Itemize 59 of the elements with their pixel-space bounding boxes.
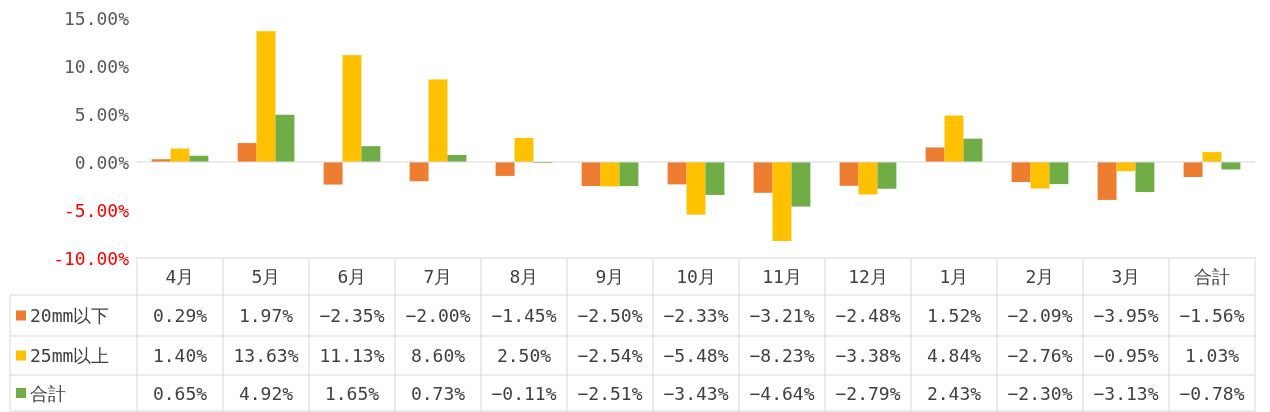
data-label: 0.29%	[152, 305, 208, 326]
data-label: 1.65%	[324, 382, 380, 404]
data-label: −2.76%	[1007, 345, 1073, 366]
data-label: −2.33%	[663, 305, 729, 326]
data-label: 1.52%	[926, 305, 982, 326]
data-label: −3.38%	[835, 345, 901, 366]
data-label: −2.51%	[577, 382, 643, 404]
data-label: −0.11%	[491, 382, 557, 404]
x-tick-label: 1月	[939, 266, 969, 287]
x-tick-label: 2月	[1025, 266, 1055, 287]
data-label: 4.92%	[238, 382, 294, 404]
x-tick-label: 5月	[251, 266, 281, 287]
data-label: 0.65%	[152, 382, 208, 404]
data-label: 11.13%	[319, 345, 385, 366]
y-tick-label: 0.00%	[74, 151, 130, 173]
y-tick-label: 15.00%	[63, 7, 130, 29]
data-label: −3.13%	[1093, 382, 1159, 404]
x-tick-label: 4月	[165, 266, 195, 287]
data-label: −0.95%	[1093, 345, 1159, 366]
data-label: −4.64%	[749, 382, 815, 404]
data-label: −2.54%	[577, 345, 643, 366]
x-tick-label: 合計	[1194, 266, 1230, 287]
data-label: 1.40%	[152, 345, 208, 366]
data-label: −2.50%	[577, 305, 643, 326]
data-label: −3.21%	[749, 305, 815, 326]
x-tick-label: 9月	[595, 266, 625, 287]
data-label: −2.48%	[835, 305, 901, 326]
data-label: −2.35%	[319, 305, 385, 326]
x-tick-label: 10月	[676, 266, 716, 287]
data-label: −2.79%	[835, 382, 901, 404]
x-tick-label: 6月	[337, 266, 367, 287]
y-tick-label: -10.00%	[53, 247, 130, 269]
data-label: 1.97%	[238, 305, 294, 326]
y-tick-label: 5.00%	[74, 103, 130, 125]
data-label: −0.78%	[1179, 382, 1245, 404]
x-tick-label: 7月	[423, 266, 453, 287]
data-label: −3.43%	[663, 382, 729, 404]
data-label: −8.23%	[749, 345, 815, 366]
data-label: −1.45%	[491, 305, 557, 326]
data-label: 2.50%	[496, 345, 552, 366]
data-label: 0.73%	[410, 382, 466, 404]
y-tick-label: 10.00%	[63, 55, 130, 77]
data-label: 4.84%	[926, 345, 982, 366]
x-tick-label: 11月	[762, 266, 802, 287]
data-label: 1.03%	[1184, 345, 1240, 366]
x-tick-label: 12月	[848, 266, 888, 287]
data-label: −3.95%	[1093, 305, 1159, 326]
data-label: 8.60%	[410, 345, 466, 366]
data-label: −5.48%	[663, 345, 729, 366]
data-label: 2.43%	[926, 382, 982, 404]
legend-label: 合計	[30, 382, 66, 404]
data-label: −2.00%	[405, 305, 471, 326]
data-label: 13.63%	[233, 345, 299, 366]
data-label: −1.56%	[1179, 305, 1245, 326]
data-label: −2.30%	[1007, 382, 1073, 404]
x-tick-label: 8月	[509, 266, 539, 287]
y-tick-label: -5.00%	[63, 199, 130, 221]
x-tick-label: 3月	[1111, 266, 1141, 287]
data-label: −2.09%	[1007, 305, 1073, 326]
